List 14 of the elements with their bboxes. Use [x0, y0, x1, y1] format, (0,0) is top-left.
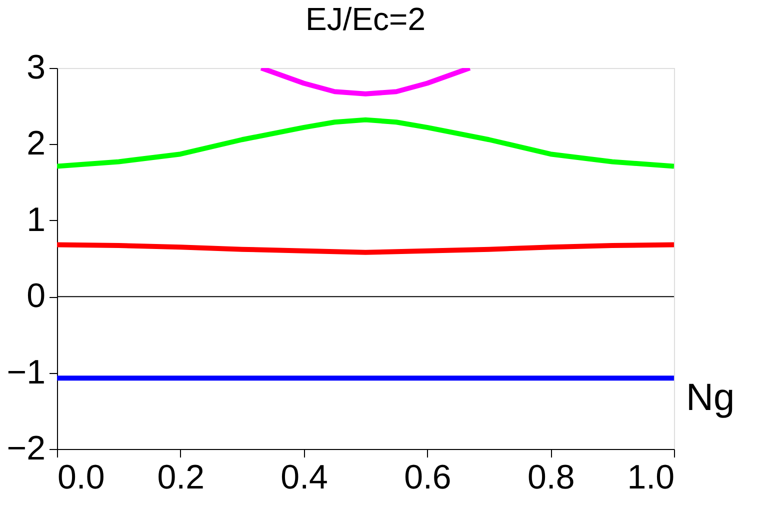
y-tick-label: 1 — [26, 200, 46, 239]
x-tick-label: 0.6 — [404, 458, 452, 496]
x-tick-label: 0.4 — [280, 458, 328, 496]
x-tick-label: 1.0 — [627, 458, 674, 496]
x-tick-label: 0.0 — [58, 458, 105, 496]
x-tick-label: 0.8 — [527, 458, 575, 496]
x-axis-title: Ng — [686, 377, 735, 419]
y-tick-label: −1 — [6, 353, 46, 392]
y-tick-label: 3 — [26, 48, 46, 86]
chart-title: EJ/Ec=2 — [305, 1, 426, 37]
y-tick-label: 0 — [26, 277, 46, 316]
x-tick-label: 0.2 — [157, 458, 205, 496]
y-tick-label: 2 — [26, 124, 46, 163]
y-tick-label: −2 — [6, 430, 46, 468]
